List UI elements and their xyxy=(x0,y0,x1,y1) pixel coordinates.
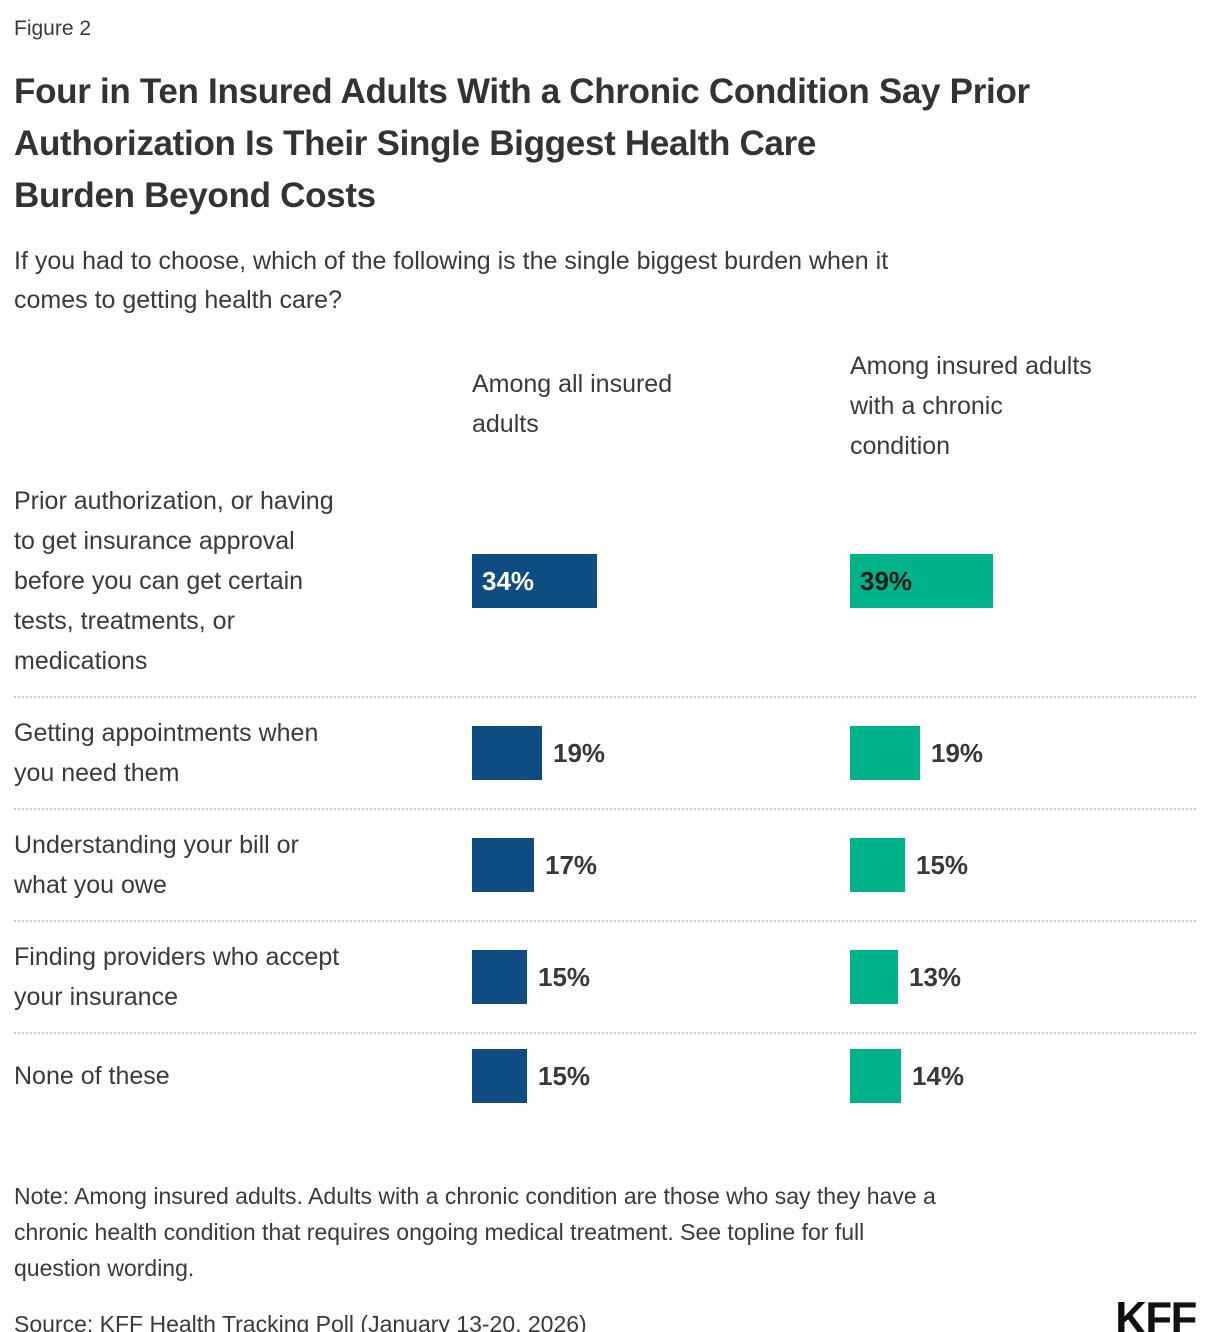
bar-cell-all-insured: 19% xyxy=(472,726,850,780)
bar-all-insured xyxy=(472,726,542,780)
bar-value-label: 19% xyxy=(931,737,984,768)
figure-source: Source: KFF Health Tracking Poll (Januar… xyxy=(14,1311,587,1332)
bar-cell-all-insured: 15% xyxy=(472,950,850,1004)
bar-cell-chronic-condition: 39% xyxy=(850,554,1196,608)
category-label: None of these xyxy=(14,1062,170,1090)
figure-title: Four in Ten Insured Adults With a Chroni… xyxy=(14,72,1030,215)
category-label: Prior authorization, or having to get in… xyxy=(14,487,334,675)
bar-value-label: 14% xyxy=(912,1060,965,1091)
chart-row: Finding providers who accept your insura… xyxy=(14,922,1196,1034)
category-label: Getting appointments when you need them xyxy=(14,719,319,787)
column-headers: Among all insured adults Among insured a… xyxy=(14,346,1196,466)
category-label: Finding providers who accept your insura… xyxy=(14,943,340,1011)
bar-all-insured xyxy=(472,838,534,892)
bar-chronic-condition xyxy=(850,838,905,892)
bar-value-label: 19% xyxy=(553,737,606,768)
bar-chronic-condition xyxy=(850,1049,901,1103)
bar-value-label: 39% xyxy=(860,565,913,596)
column-header-all-insured: Among all insured adults xyxy=(472,370,673,438)
chart-row: Prior authorization, or having to get in… xyxy=(14,466,1196,698)
bar-chronic-condition xyxy=(850,950,898,1004)
column-header-chronic-condition: Among insured adults with a chronic cond… xyxy=(850,352,1092,460)
chart-row: None of these 15% 14% xyxy=(14,1034,1196,1118)
figure-note: Note: Among insured adults. Adults with … xyxy=(14,1183,936,1281)
bar-value-label: 34% xyxy=(482,565,535,596)
bar-all-insured xyxy=(472,950,527,1004)
bar-chronic-condition: 39% xyxy=(850,554,993,608)
bar-value-label: 15% xyxy=(538,1060,591,1091)
bar-cell-chronic-condition: 15% xyxy=(850,838,1196,892)
bar-cell-chronic-condition: 13% xyxy=(850,950,1196,1004)
bar-all-insured xyxy=(472,1049,527,1103)
chart-row: Getting appointments when you need them … xyxy=(14,698,1196,810)
bar-value-label: 15% xyxy=(916,849,969,880)
chart-row: Understanding your bill or what you owe … xyxy=(14,810,1196,922)
bar-cell-all-insured: 34% xyxy=(472,554,850,608)
category-label: Understanding your bill or what you owe xyxy=(14,831,299,899)
bar-cell-all-insured: 17% xyxy=(472,838,850,892)
bar-value-label: 15% xyxy=(538,961,591,992)
chart-rows: Prior authorization, or having to get in… xyxy=(14,466,1196,1118)
bar-chart: Among all insured adults Among insured a… xyxy=(14,346,1196,1118)
bar-value-label: 17% xyxy=(545,849,598,880)
bar-cell-all-insured: 15% xyxy=(472,1049,850,1103)
kff-logo: KFF xyxy=(1115,1292,1197,1332)
bar-cell-chronic-condition: 19% xyxy=(850,726,1196,780)
bar-chronic-condition xyxy=(850,726,920,780)
source-row: Source: KFF Health Tracking Poll (Januar… xyxy=(14,1292,1197,1332)
figure-subtitle: If you had to choose, which of the follo… xyxy=(14,247,889,314)
bar-cell-chronic-condition: 14% xyxy=(850,1049,1196,1103)
bar-value-label: 13% xyxy=(909,961,962,992)
bar-all-insured: 34% xyxy=(472,554,597,608)
figure-label: Figure 2 xyxy=(14,17,92,40)
